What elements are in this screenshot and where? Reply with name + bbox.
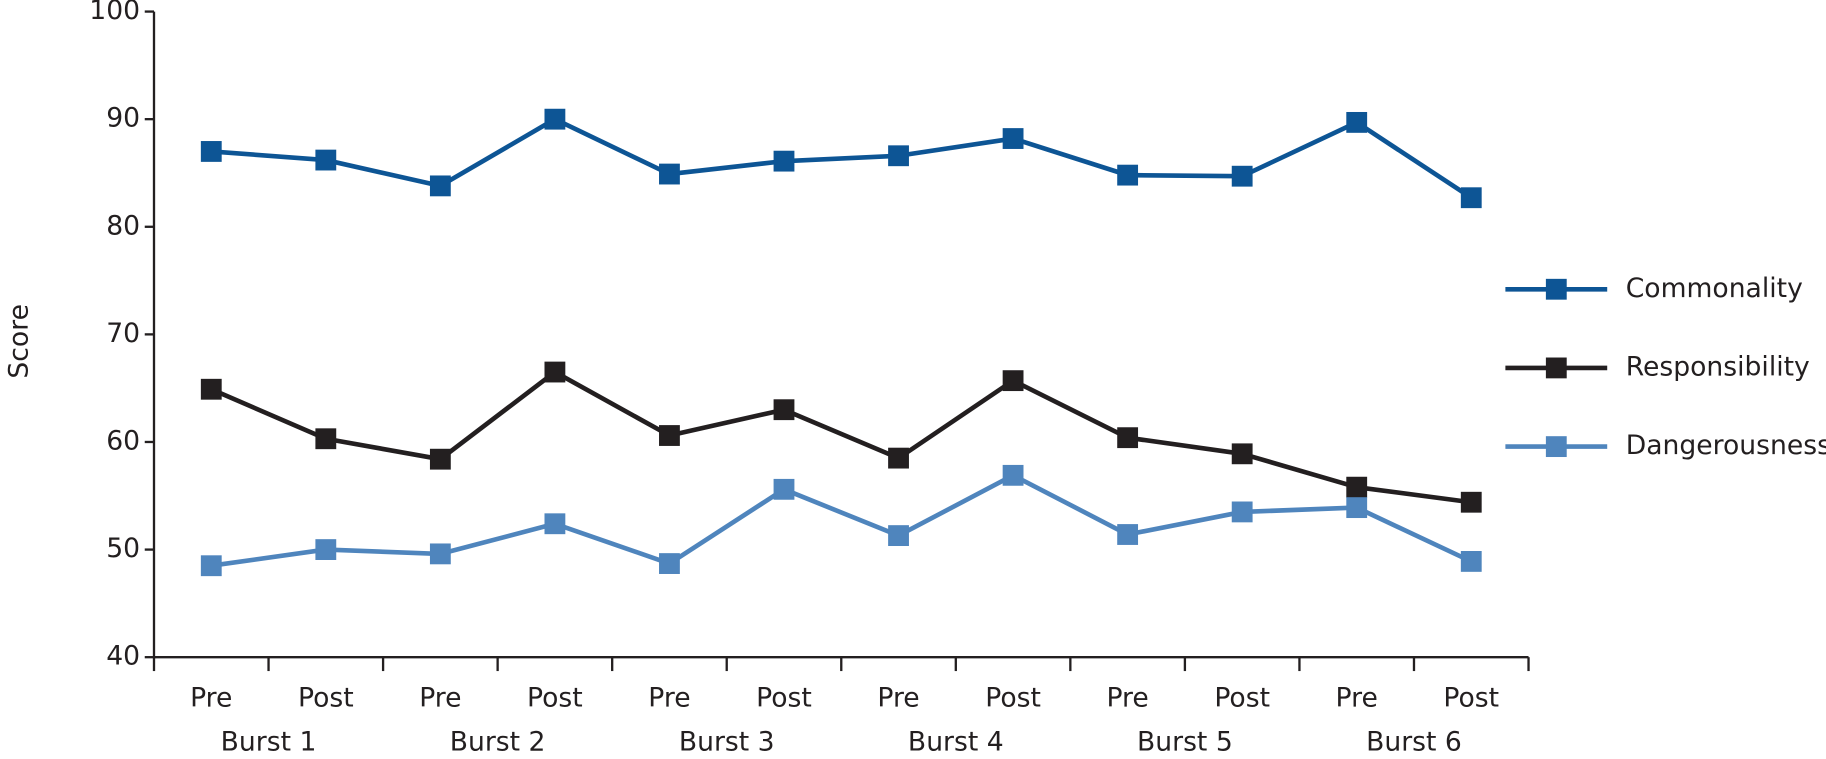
point-marker: [1346, 497, 1368, 519]
x-tick-label: Pre: [648, 682, 690, 713]
y-tick-label: 100: [89, 0, 140, 26]
point-marker: [200, 141, 222, 162]
point-marker: [888, 525, 909, 547]
y-tick-label: 40: [106, 641, 140, 672]
point-marker: [315, 149, 337, 171]
legend-marker: [1545, 436, 1567, 458]
point-marker: [1231, 443, 1253, 465]
series-line: [210, 369, 1472, 505]
point-marker: [659, 163, 680, 185]
point-marker: [773, 399, 795, 421]
point-marker: [773, 150, 795, 172]
point-marker: [1117, 427, 1139, 449]
point-marker: [1346, 111, 1368, 133]
x-group-label: Burst 6: [1366, 726, 1462, 757]
point-marker: [544, 108, 566, 130]
point-marker: [659, 553, 680, 574]
x-tick-label: Post: [527, 682, 583, 713]
point-marker: [200, 378, 222, 400]
point-marker: [1117, 164, 1139, 186]
point-marker: [1460, 551, 1482, 572]
x-group-label: Burst 1: [221, 726, 317, 757]
x-tick-label: Pre: [1106, 682, 1148, 713]
x-group-label: Burst 3: [679, 726, 775, 757]
x-tick-label: Post: [298, 682, 354, 713]
point-marker: [1231, 165, 1253, 187]
x-tick-label: Pre: [419, 682, 461, 713]
point-marker: [200, 555, 222, 577]
point-marker: [659, 425, 680, 446]
point-marker: [429, 448, 451, 470]
x-tick-label: Post: [985, 682, 1041, 713]
series-line: [211, 116, 1473, 200]
y-tick-label: 70: [106, 318, 140, 349]
point-marker: [773, 478, 795, 500]
x-group-label: Burst 5: [1137, 726, 1233, 757]
point-marker: [888, 145, 909, 167]
point-marker: [1460, 187, 1482, 209]
legend-label: Responsibility: [1626, 351, 1810, 382]
point-marker: [1002, 370, 1024, 392]
point-marker: [429, 175, 451, 197]
x-group-label: Burst 2: [450, 726, 546, 757]
point-marker: [315, 539, 337, 560]
x-tick-label: Post: [756, 682, 812, 713]
point-marker: [1231, 501, 1253, 523]
legend-marker: [1545, 357, 1567, 379]
point-marker: [1002, 128, 1024, 149]
x-tick-label: Pre: [877, 682, 919, 713]
series-line: [210, 473, 1473, 569]
x-group-label: Burst 4: [908, 726, 1004, 757]
legend-label: Dangerousness: [1626, 430, 1826, 461]
legend-marker: [1545, 278, 1567, 300]
y-axis-label: Score: [3, 304, 34, 379]
x-tick-label: Post: [1214, 682, 1270, 713]
point-marker: [544, 361, 566, 383]
point-marker: [1346, 476, 1368, 498]
point-marker: [1460, 491, 1482, 513]
point-marker: [1002, 464, 1024, 486]
y-tick-label: 80: [106, 210, 140, 241]
y-tick-label: 50: [106, 533, 140, 564]
point-marker: [315, 428, 337, 450]
y-tick-label: 60: [106, 425, 140, 456]
x-tick-label: Pre: [1336, 682, 1378, 713]
point-marker: [1117, 524, 1139, 545]
point-marker: [429, 543, 451, 565]
point-marker: [544, 513, 566, 535]
y-tick-label: 90: [106, 103, 140, 134]
point-marker: [888, 447, 909, 469]
x-tick-label: Pre: [190, 682, 232, 713]
x-tick-label: Post: [1443, 682, 1499, 713]
legend-label: Commonality: [1626, 273, 1803, 304]
